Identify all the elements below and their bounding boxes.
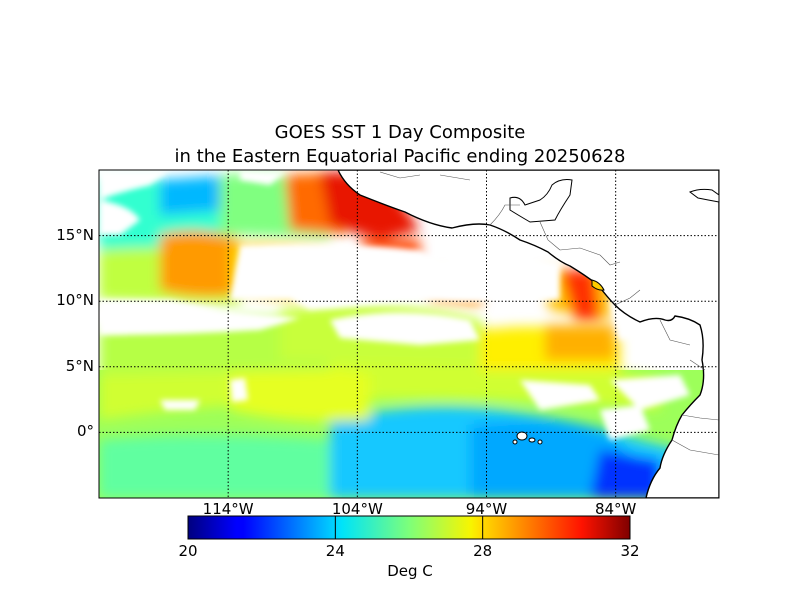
land-masses xyxy=(337,170,719,498)
mexico-central-america-coast xyxy=(337,170,719,498)
yucatan-coast xyxy=(509,179,573,223)
colorbar-tick-label: 20 xyxy=(178,542,198,560)
colorbar-tick-marks xyxy=(334,516,484,539)
colorbar xyxy=(187,515,631,540)
colorbar-tick-label: 28 xyxy=(473,542,493,560)
cloud-mask xyxy=(99,170,690,440)
map-frame xyxy=(98,169,720,499)
colorbar-tick-label: 32 xyxy=(620,542,640,560)
longitude-label: 94°W xyxy=(465,500,508,518)
country-borders xyxy=(379,171,719,456)
colorbar-tick-label: 24 xyxy=(325,542,345,560)
colorbar-gradient xyxy=(187,515,631,540)
graticule xyxy=(99,170,719,498)
colorbar-label: Deg C xyxy=(387,562,433,580)
cuba-coast xyxy=(688,188,719,203)
latitude-label: 0° xyxy=(76,422,94,441)
latitude-label: 10°N xyxy=(56,291,94,310)
lake-nicaragua xyxy=(591,279,605,291)
longitude-label: 84°W xyxy=(594,500,637,518)
latitude-label: 15°N xyxy=(56,225,94,244)
map-title-line-1: GOES SST 1 Day Composite xyxy=(274,122,526,143)
longitude-label: 104°W xyxy=(331,500,383,518)
map-title-line-2: in the Eastern Equatorial Pacific ending… xyxy=(174,146,626,167)
galapagos-islands xyxy=(512,431,543,445)
longitude-label: 114°W xyxy=(202,500,254,518)
latitude-label: 5°N xyxy=(65,356,94,375)
